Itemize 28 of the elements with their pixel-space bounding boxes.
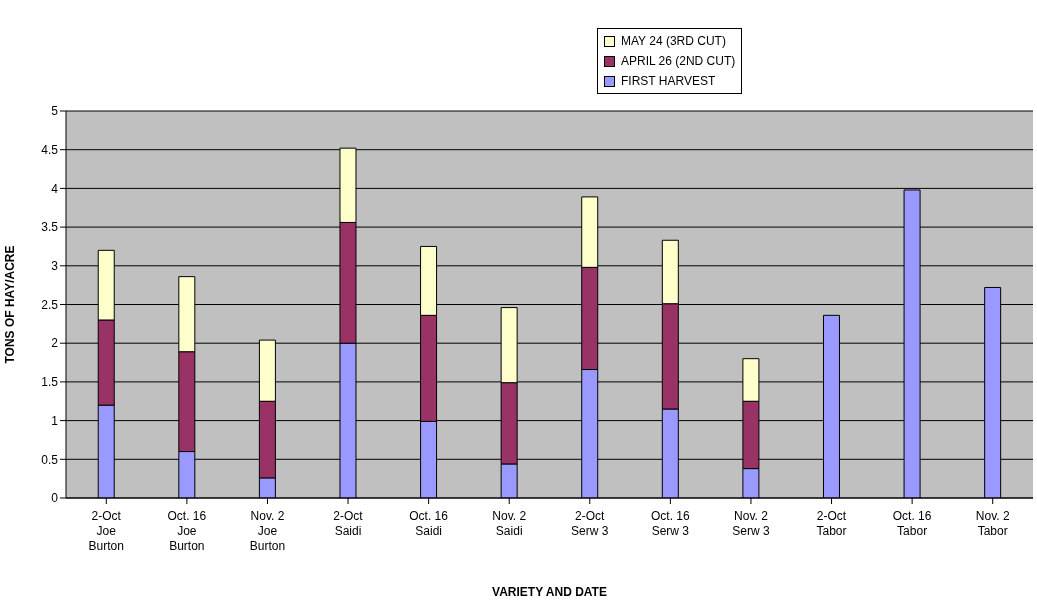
y-tick-label: 1 [51, 413, 59, 428]
x-tick-label: 2-Oct Tabor [816, 509, 847, 538]
x-tick-label: Nov. 2 Saidi [492, 509, 527, 538]
y-tick-label: 1.5 [41, 375, 59, 390]
x-tick-label: Nov. 2 Joe Burton [249, 509, 286, 553]
x-tick-label: 2-Oct Saidi [333, 509, 364, 538]
x-tick-label: Oct. 16 Tabor [892, 509, 932, 538]
x-tick-label: Oct. 16 Joe Burton [167, 509, 207, 553]
y-tick-label: 0 [51, 491, 59, 506]
y-tick-label: 4.5 [41, 142, 59, 157]
x-tick-label: Nov. 2 Serw 3 [732, 509, 770, 538]
x-tick-label: 2-Oct Joe Burton [88, 509, 124, 553]
y-axis-title: TONS OF HAY/ACRE [3, 245, 18, 364]
x-tick-label: Oct. 16 Saidi [409, 509, 449, 538]
y-tick-label: 4 [51, 181, 59, 196]
x-tick-label: Oct. 16 Serw 3 [651, 509, 691, 538]
legend-label: MAY 24 (3RD CUT) [621, 34, 726, 48]
x-tick-label: 2-Oct Serw 3 [571, 509, 609, 538]
x-axis-title: VARIETY AND DATE [492, 585, 607, 599]
y-tick-label: 2 [51, 336, 59, 351]
legend-label: FIRST HARVEST [621, 74, 716, 88]
legend-label: APRIL 26 (2ND CUT) [621, 54, 736, 68]
y-tick-label: 0.5 [41, 452, 59, 467]
y-tick-label: 3 [51, 259, 59, 274]
x-tick-label: Nov. 2 Tabor [975, 509, 1010, 538]
y-tick-label: 3.5 [41, 220, 59, 235]
y-tick-label: 5 [51, 104, 59, 119]
y-tick-label: 2.5 [41, 297, 59, 312]
